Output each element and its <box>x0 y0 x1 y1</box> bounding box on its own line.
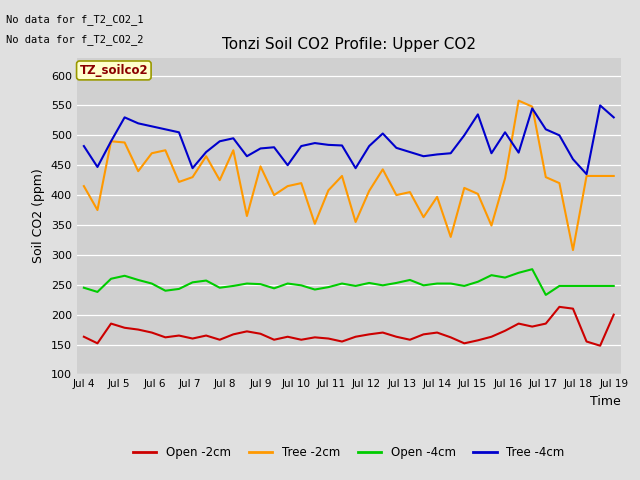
Y-axis label: Soil CO2 (ppm): Soil CO2 (ppm) <box>32 168 45 264</box>
Text: No data for f_T2_CO2_2: No data for f_T2_CO2_2 <box>6 34 144 45</box>
Title: Tonzi Soil CO2 Profile: Upper CO2: Tonzi Soil CO2 Profile: Upper CO2 <box>222 37 476 52</box>
Legend: Open -2cm, Tree -2cm, Open -4cm, Tree -4cm: Open -2cm, Tree -2cm, Open -4cm, Tree -4… <box>128 441 570 464</box>
X-axis label: Time: Time <box>590 395 621 408</box>
Text: No data for f_T2_CO2_1: No data for f_T2_CO2_1 <box>6 14 144 25</box>
Text: TZ_soilco2: TZ_soilco2 <box>79 64 148 77</box>
